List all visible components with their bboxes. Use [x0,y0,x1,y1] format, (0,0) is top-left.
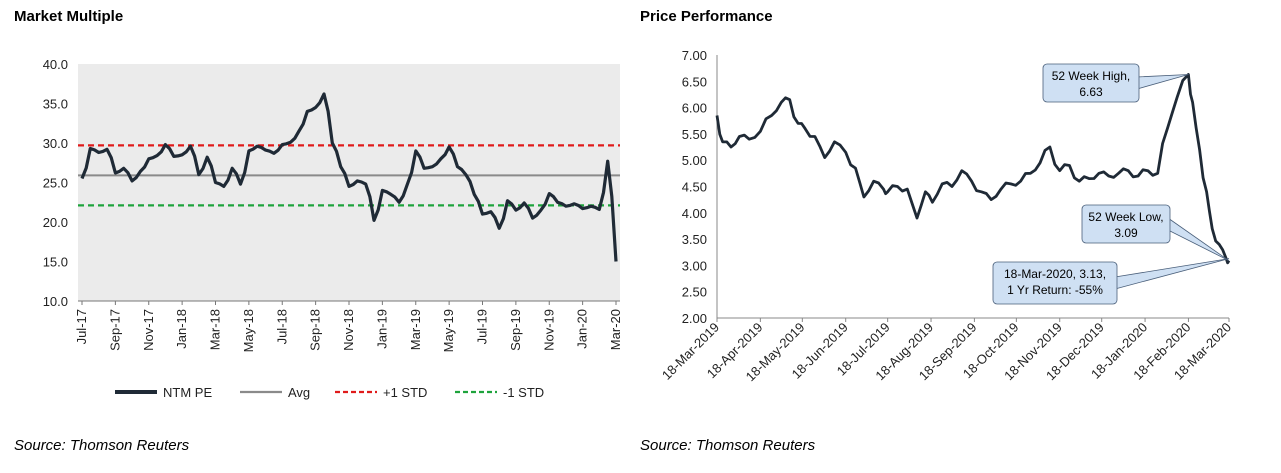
left-chart-title: Market Multiple [14,8,124,25]
y-tick-label: 2.50 [682,285,707,300]
x-tick-label: Nov-19 [541,309,556,351]
y-tick-label: 2.00 [682,311,707,326]
right-source-note: Source: Thomson Reuters [640,437,816,454]
callout-line-1: 18-Mar-2020, 3.13, [1004,267,1106,281]
x-tick-label: Jan-19 [374,309,389,349]
right-chart-title: Price Performance [640,8,773,25]
callout-box [992,261,1118,305]
x-tick-label: May-18 [241,309,256,352]
y-tick-label: 40.0 [43,57,68,72]
x-tick-label: Sep-17 [107,309,122,351]
y-tick-label: 5.00 [682,153,707,168]
price-line [715,73,1231,265]
y-tick-label: 6.50 [682,74,707,89]
callout-box [1042,63,1140,103]
x-tick-label: Jul-19 [475,309,490,344]
y-tick-label: 5.50 [682,127,707,142]
legend-label: NTM PE [163,385,212,400]
y-tick-label: 25.0 [43,176,68,191]
legend-label: -1 STD [503,385,544,400]
callout-line-1: 52 Week High, [1052,69,1131,83]
callout-line-2: 1 Yr Return: -55% [1007,283,1103,297]
market-multiple-chart: 40.0 35.0 30.0 25.0 20.0 15.0 10.0 Jul-17 Sep-17… [43,57,623,400]
y-tick-label: 6.00 [682,101,707,116]
left-source-note: Source: Thomson Reuters [14,437,190,454]
x-tick-label: Mar-18 [208,309,223,350]
y-tick-label: 20.0 [43,215,68,230]
y-tick-label: 7.00 [682,48,707,63]
x-tick-label: Jan-18 [174,309,189,349]
x-tick-label: Sep-18 [308,309,323,351]
y-tick-label: 10.0 [43,294,68,309]
price-performance-chart: 7.00 6.50 6.00 5.50 5.00 4.50 4.00 3.50 3.00 2.50… [659,48,1234,384]
x-tick-label: May-19 [441,309,456,352]
callout-box [1081,204,1171,244]
y-tick-label: 15.0 [43,255,68,270]
y-tick-label: 4.50 [682,180,707,195]
x-tick-label: Nov-17 [141,309,156,351]
ntm-pe-line [80,92,618,262]
y-tick-label: 3.00 [682,258,707,273]
callout-line-1: 52 Week Low, [1088,210,1163,224]
x-tick-label: Nov-18 [341,309,356,351]
callout-pointer [1114,258,1230,290]
y-tick-label: 4.00 [682,206,707,221]
y-tick-label: 3.50 [682,232,707,247]
x-tick-label: Sep-19 [508,309,523,351]
x-tick-label: Jul-18 [274,309,289,344]
callout-pointer [1167,217,1230,262]
x-tick-label: Mar-20 [608,309,623,350]
legend-label: Avg [288,385,310,400]
x-tick-label: Jul-17 [74,309,89,344]
callout-line-2: 3.09 [1114,226,1138,240]
y-tick-label: 35.0 [43,97,68,112]
callout-line-2: 6.63 [1079,85,1103,99]
legend-label: +1 STD [383,385,427,400]
x-tick-label: Mar-19 [408,309,423,350]
y-tick-label: 30.0 [43,136,68,151]
x-tick-label: Jan-20 [575,309,590,349]
